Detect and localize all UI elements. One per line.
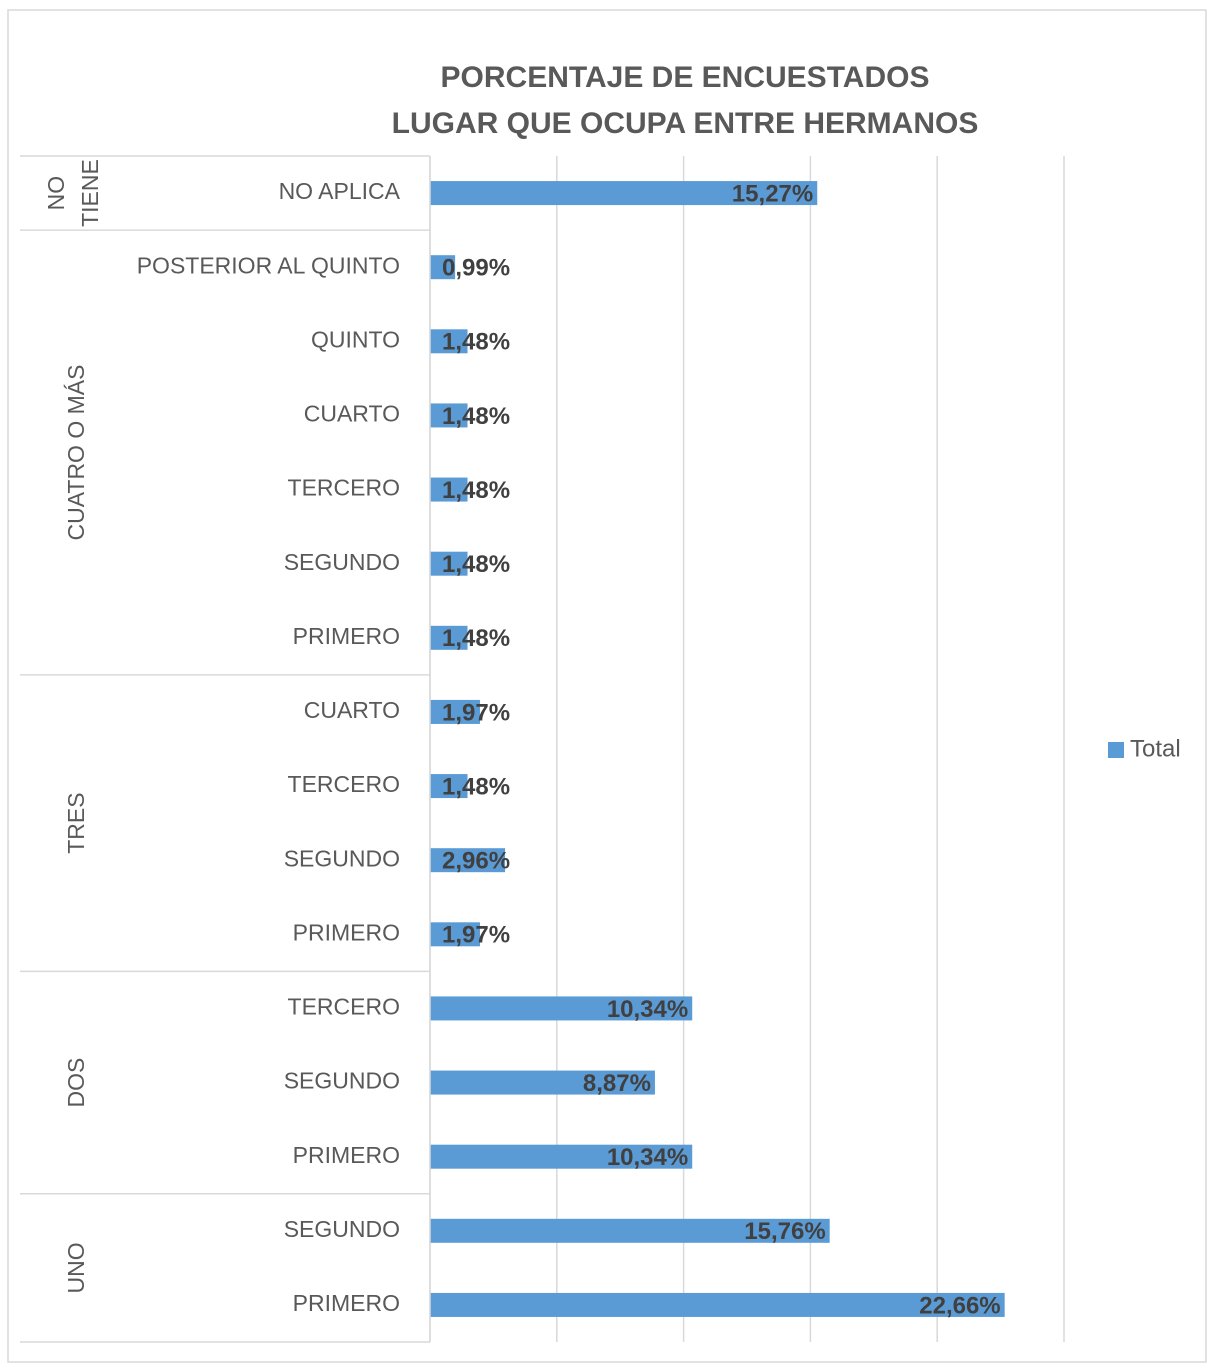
category-label: PRIMERO	[293, 623, 400, 649]
bar	[430, 329, 468, 354]
category-label: PRIMERO	[293, 919, 400, 945]
bar	[430, 181, 818, 206]
bar	[430, 1218, 830, 1243]
category-label: CUARTO	[304, 401, 400, 427]
legend-swatch	[1108, 742, 1124, 758]
category-label: SEGUNDO	[284, 1216, 400, 1242]
group-label: UNO	[63, 1242, 89, 1293]
chart-title: PORCENTAJE DE ENCUESTADOS	[441, 61, 930, 94]
category-label: TERCERO	[288, 771, 400, 797]
value-label: 8,87%	[583, 1070, 651, 1097]
category-label: CUARTO	[304, 697, 400, 723]
value-label: 15,27%	[732, 180, 813, 207]
category-label: NO APLICA	[279, 178, 401, 204]
category-label: PRIMERO	[293, 1142, 400, 1168]
category-label: SEGUNDO	[284, 845, 400, 871]
category-label: QUINTO	[311, 326, 400, 352]
bar	[430, 922, 480, 947]
value-label: 1,97%	[442, 922, 510, 949]
category-label: TERCERO	[288, 994, 400, 1020]
value-label: 1,48%	[442, 477, 510, 504]
category-label: SEGUNDO	[284, 549, 400, 575]
group-label: TRES	[63, 792, 89, 853]
bar	[430, 551, 468, 576]
bar	[430, 625, 468, 650]
value-label: 10,34%	[607, 1144, 688, 1171]
category-label: SEGUNDO	[284, 1068, 400, 1094]
value-label: 1,48%	[442, 551, 510, 578]
value-label: 1,48%	[442, 625, 510, 652]
group-label: DOS	[63, 1058, 89, 1108]
value-label: 1,48%	[442, 329, 510, 356]
chart-title: LUGAR QUE OCUPA ENTRE HERMANOS	[392, 107, 979, 140]
category-label: TERCERO	[288, 475, 400, 501]
bar	[430, 1144, 693, 1169]
group-label: NO TIENE	[43, 159, 103, 227]
value-label: 1,97%	[442, 699, 510, 726]
chart-frame	[7, 9, 1207, 1363]
bar	[430, 1292, 1005, 1317]
value-label: 0,99%	[442, 255, 510, 282]
bar	[430, 774, 468, 799]
value-label: 1,48%	[442, 403, 510, 430]
bar	[430, 477, 468, 502]
value-label: 22,66%	[919, 1292, 1000, 1319]
bar	[430, 403, 468, 428]
group-label-line: NO	[43, 176, 69, 211]
legend-label: Total	[1130, 735, 1181, 762]
value-label: 15,76%	[744, 1218, 825, 1245]
bar	[430, 1070, 655, 1095]
bar	[430, 848, 506, 873]
value-label: 10,34%	[607, 996, 688, 1023]
group-label-line: TIENE	[77, 159, 103, 227]
bar	[430, 699, 480, 724]
value-label: 2,96%	[442, 848, 510, 875]
category-label: POSTERIOR AL QUINTO	[137, 252, 400, 278]
category-label: PRIMERO	[293, 1290, 400, 1316]
group-label: CUATRO O MÁS	[63, 365, 89, 541]
bar	[430, 255, 456, 280]
value-label: 1,48%	[442, 773, 510, 800]
bar	[430, 996, 693, 1021]
